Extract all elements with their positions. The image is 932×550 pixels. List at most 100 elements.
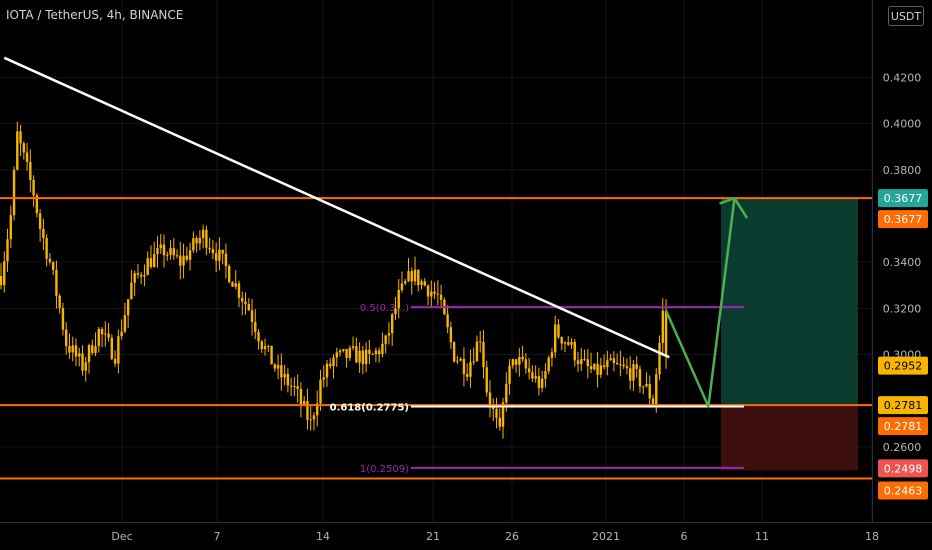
- candle-body: [465, 374, 469, 377]
- candle-body: [84, 362, 87, 371]
- price-label-text: 0.3677: [884, 192, 923, 205]
- candle-body: [302, 401, 306, 405]
- price-axis-bg: [872, 0, 932, 550]
- candle-body: [570, 341, 573, 345]
- candle-body: [407, 271, 410, 282]
- candle-body: [162, 244, 166, 256]
- candle-body: [182, 255, 185, 266]
- candle-body: [655, 374, 658, 405]
- candle-body: [65, 329, 68, 347]
- fib-level-label: 1(0.2509): [360, 464, 409, 475]
- candle-body: [622, 364, 625, 367]
- x-tick-label: 2021: [592, 530, 620, 543]
- candle-body: [270, 345, 273, 365]
- candle-body: [524, 359, 528, 369]
- candle-body: [139, 274, 143, 277]
- candle-body: [400, 283, 404, 291]
- candle-body: [283, 373, 286, 378]
- candle-body: [159, 244, 162, 249]
- candle-body: [485, 367, 488, 393]
- candle-body: [110, 337, 114, 359]
- candle-body: [410, 271, 413, 282]
- y-tick-label: 0.4000: [883, 118, 922, 131]
- candle-body: [557, 324, 560, 338]
- candle-body: [648, 383, 651, 399]
- candle-body: [38, 213, 42, 229]
- candle-body: [664, 310, 668, 356]
- candle-body: [586, 359, 589, 367]
- candle-body: [479, 341, 482, 343]
- x-tick-label: 6: [681, 530, 688, 543]
- candle-body: [338, 350, 342, 353]
- projection-arrow: [664, 198, 736, 408]
- candle-body: [3, 261, 6, 286]
- candle-body: [48, 258, 52, 262]
- candle-body: [51, 261, 55, 270]
- candle-body: [71, 345, 74, 353]
- candle-body: [475, 341, 479, 362]
- candle-body: [289, 385, 293, 387]
- price-label-tag: [878, 189, 928, 208]
- y-tick-label: 0.3800: [883, 164, 922, 177]
- candle-body: [426, 285, 430, 297]
- price-label-tag: [878, 396, 928, 415]
- candle-body: [381, 343, 384, 355]
- candle-body: [185, 255, 189, 260]
- candle-body: [55, 269, 58, 296]
- candle-body: [371, 353, 374, 355]
- candle-body: [505, 383, 508, 403]
- candle-body: [136, 273, 140, 275]
- candle-body: [619, 364, 622, 366]
- currency-unit-button[interactable]: USDT: [888, 6, 924, 26]
- candle-body: [100, 328, 104, 335]
- y-tick-label: 0.2600: [883, 441, 922, 454]
- candle-body: [45, 237, 48, 259]
- candle-body: [244, 301, 247, 304]
- candle-body: [113, 358, 117, 364]
- candle-body: [540, 378, 544, 388]
- candle-body: [580, 359, 583, 365]
- fib-level-label: 0.618(0.2775): [330, 402, 409, 413]
- candle-body: [35, 195, 39, 214]
- fib-level-label: 0.5(0.3...): [360, 303, 409, 314]
- candle-body: [606, 360, 609, 368]
- candle-body: [531, 372, 534, 379]
- candle-body: [609, 358, 612, 361]
- candle-body: [273, 364, 277, 369]
- candle-body: [12, 169, 16, 216]
- candle-body: [218, 249, 221, 261]
- candle-body: [612, 358, 616, 363]
- candle-body: [263, 346, 267, 350]
- candle-body: [306, 401, 309, 420]
- candle-body: [247, 303, 250, 311]
- candle-body: [387, 333, 391, 336]
- candle-body: [332, 357, 335, 367]
- candle-body: [554, 324, 557, 353]
- candle-body: [348, 347, 352, 358]
- candle-body: [117, 336, 120, 364]
- candle-body: [345, 349, 348, 358]
- candle-body: [537, 376, 541, 388]
- candle-body: [123, 315, 127, 332]
- candle-body: [175, 255, 179, 257]
- candle-body: [296, 386, 299, 389]
- candle-body: [267, 345, 270, 347]
- candle-body: [188, 250, 192, 260]
- candle-body: [439, 294, 443, 300]
- candle-body: [394, 308, 397, 315]
- symbol-title: IOTA / TetherUS, 4h, BINANCE: [6, 8, 184, 22]
- candle-body: [459, 358, 462, 361]
- candle-body: [169, 248, 172, 255]
- candle-body: [472, 361, 475, 363]
- candle-body: [309, 419, 312, 421]
- candle-body: [391, 314, 394, 334]
- candle-body: [625, 366, 629, 369]
- candle-body: [146, 258, 149, 276]
- price-label-text: 0.2952: [884, 360, 923, 373]
- candle-body: [567, 342, 570, 345]
- candle-body: [462, 358, 466, 375]
- candle-body: [573, 341, 576, 361]
- candle-body: [87, 345, 91, 363]
- candle-body: [280, 365, 283, 378]
